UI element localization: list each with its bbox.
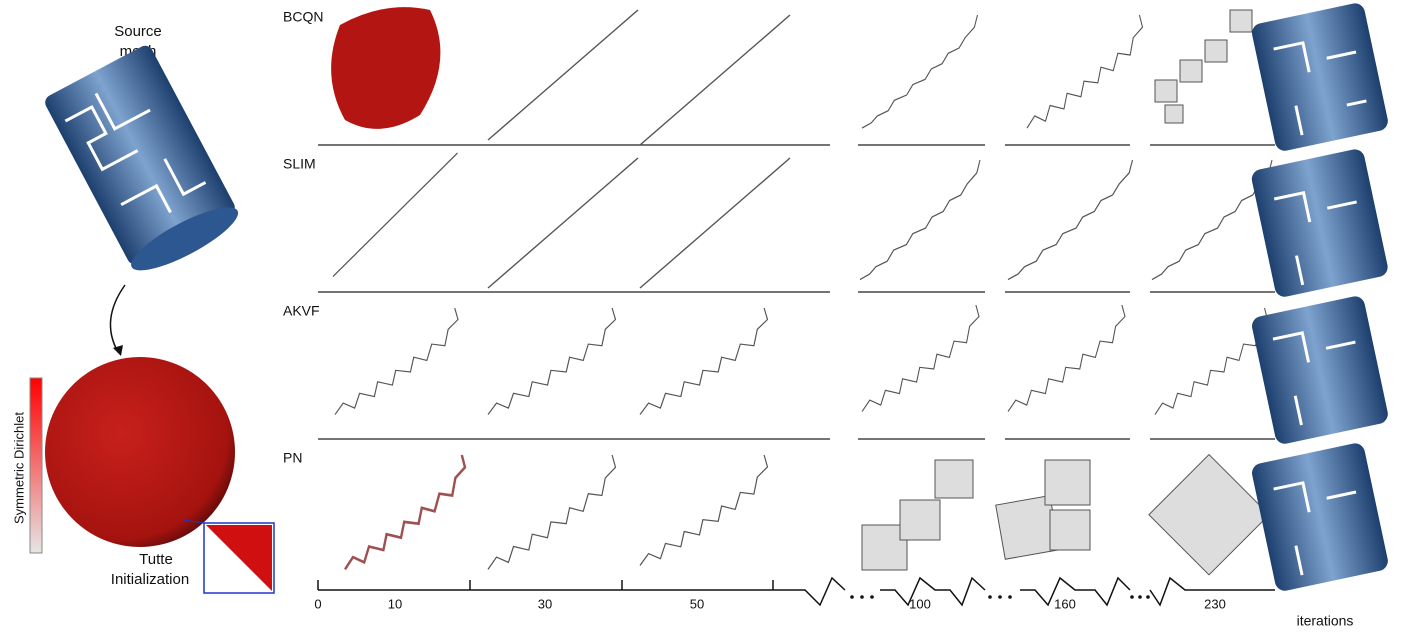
row-label: BCQN [283,9,323,25]
init-label: Tutte [139,551,173,568]
axis-tick-label: 10 [388,596,402,611]
colorbar-label: Symmetric Dirichlet [11,412,26,524]
axis-tick-label: 230 [1204,596,1226,611]
axis-tick-label: 0 [314,596,321,611]
row-separators [318,145,1275,439]
axis-ellipsis [850,595,1150,599]
slim-results [333,153,1272,288]
iteration-axis [318,578,1275,605]
row-label: AKVF [283,303,320,319]
result-meshes [1250,2,1390,593]
tutte-disk [45,357,235,547]
row-label: SLIM [283,156,316,172]
figure: Source mesh Symmetric Dirichlet Tutte In… [0,0,1403,635]
akvf-results [335,305,1268,415]
axis-tick-label: 50 [690,596,704,611]
source-label: Source [114,23,162,40]
arrow [110,285,125,352]
colorbar [30,378,42,553]
pn-results [345,455,1269,575]
init-label: Initialization [111,571,189,588]
axis-tick-label: 30 [538,596,552,611]
axis-tick-label: 100 [909,596,931,611]
source-mesh [42,43,245,281]
axis-tick-label: 160 [1054,596,1076,611]
axis-label: iterations [1297,613,1354,629]
row-label: PN [283,450,302,466]
bcqn-results [331,7,1252,145]
